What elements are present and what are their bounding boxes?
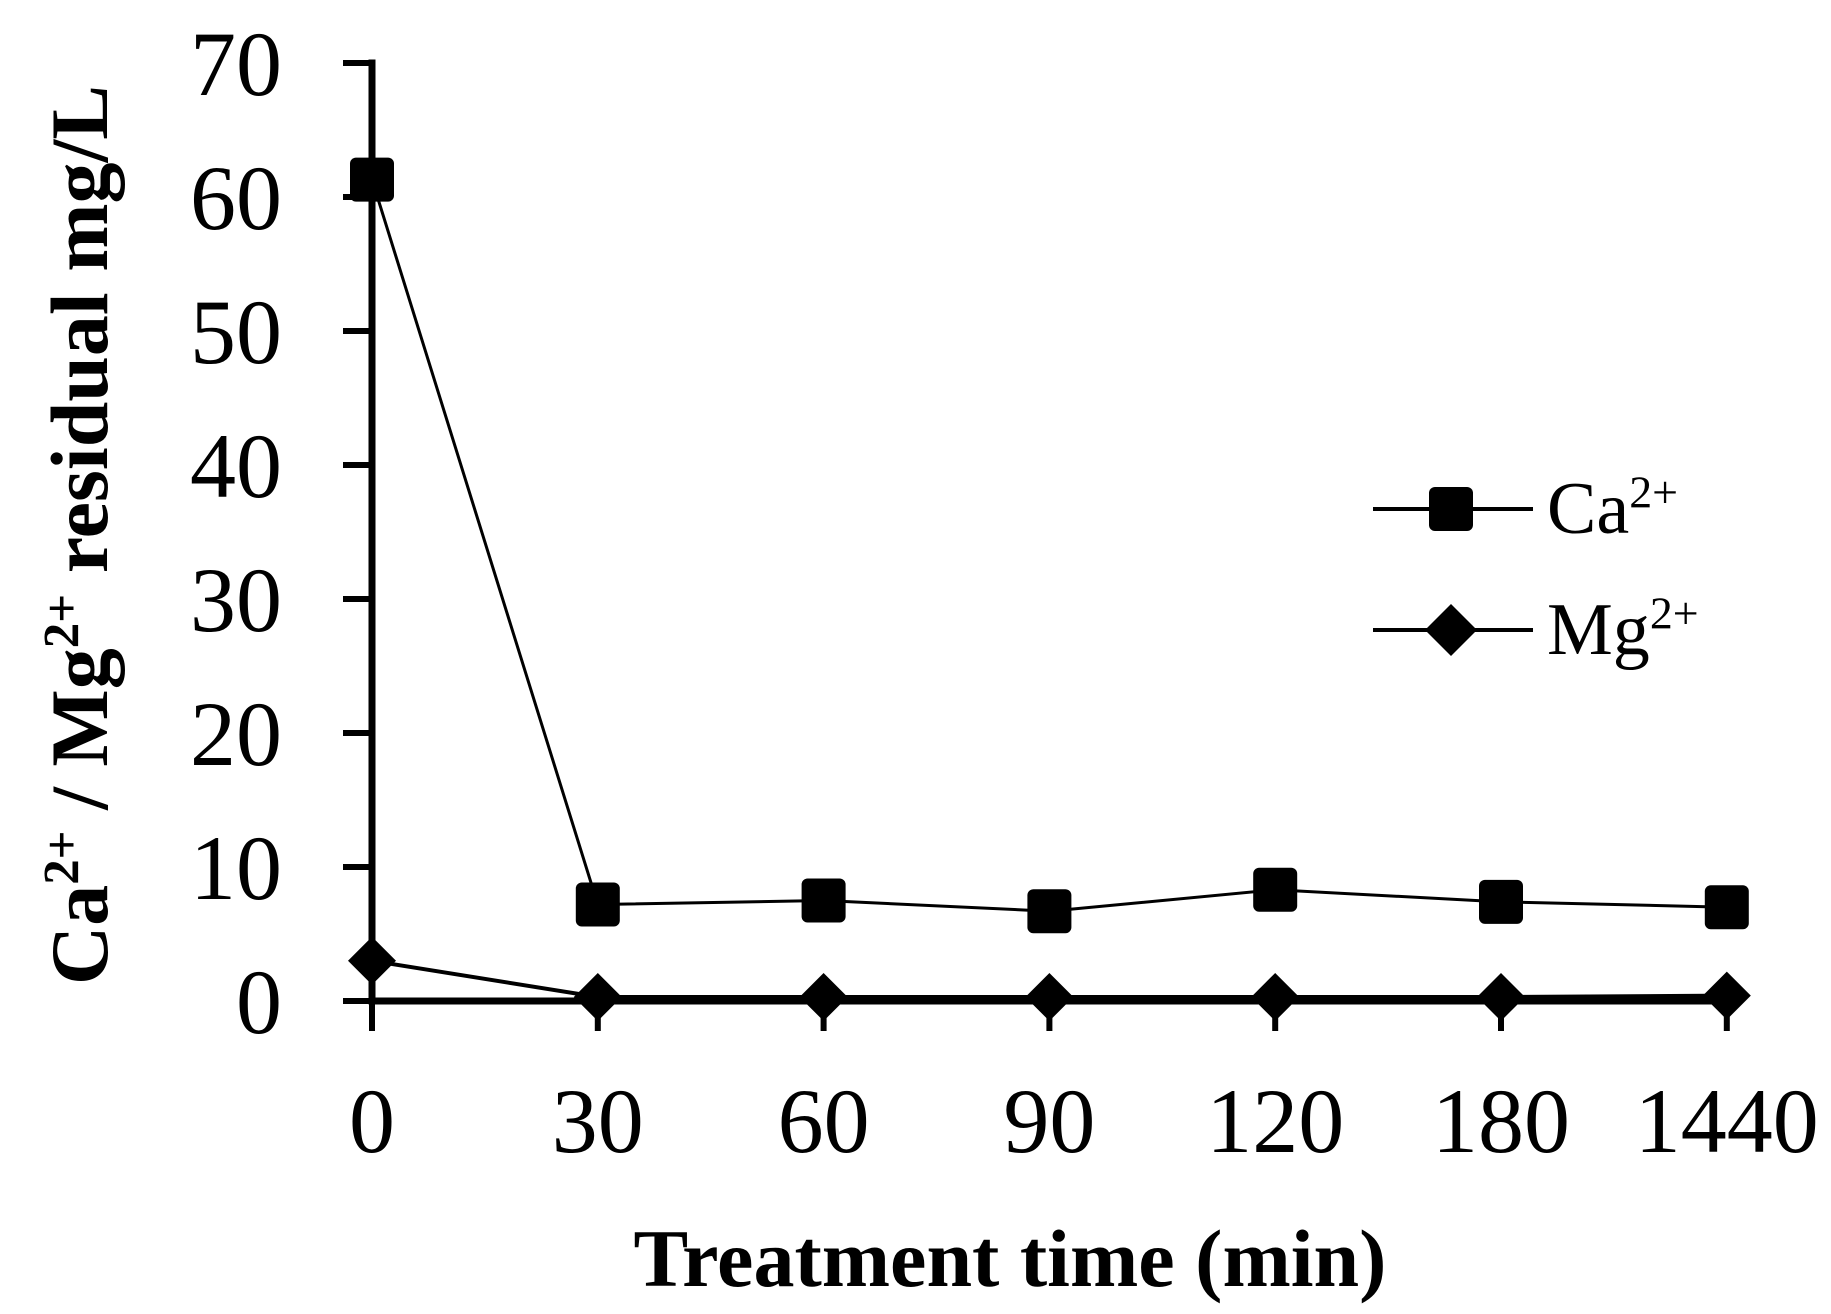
- marker-diamond: [1251, 972, 1300, 1021]
- y-axis-title-mid: / Mg: [34, 648, 125, 831]
- x-tick-label: 120: [1206, 1070, 1344, 1172]
- y-axis-title-text: Ca: [34, 884, 125, 985]
- y-tick-label: 10: [190, 817, 282, 919]
- y-tick-label: 50: [190, 281, 282, 383]
- y-tick-label: 70: [190, 13, 282, 115]
- y-axis-title-rest: residual mg/L: [34, 85, 125, 594]
- x-tick-label: 60: [778, 1070, 870, 1172]
- y-axis-title-sup1: 2+: [33, 830, 90, 885]
- marker-square: [1479, 879, 1523, 924]
- y-tick-label: 30: [190, 549, 282, 651]
- marker-diamond: [799, 972, 848, 1021]
- y-tick-label: 60: [190, 147, 282, 249]
- x-tick-label: 0: [349, 1070, 395, 1172]
- x-tick-label: 90: [1003, 1070, 1095, 1172]
- marker-square: [350, 157, 394, 202]
- series-ca-line: [370, 179, 1727, 913]
- y-tick-label: 20: [190, 683, 282, 785]
- x-tick-label: 180: [1432, 1070, 1570, 1172]
- x-tick-label: 30: [552, 1070, 644, 1172]
- marker-square: [1253, 867, 1298, 912]
- y-tick-label: 0: [236, 951, 282, 1053]
- x-axis-title: Treatment time (min): [633, 1213, 1387, 1304]
- x-tick-label: 1440: [1635, 1070, 1819, 1172]
- marker-diamond: [573, 972, 622, 1021]
- marker-square: [1027, 889, 1072, 934]
- marker-diamond: [1025, 972, 1074, 1021]
- y-axis-title-sup2: 2+: [33, 593, 90, 649]
- y-tick-label: 40: [190, 415, 282, 517]
- marker-square: [575, 882, 620, 927]
- marker-square: [1704, 885, 1749, 930]
- y-axis-title: Ca2+ / Mg2+ residual mg/L: [33, 85, 127, 985]
- marker-diamond: [1477, 972, 1525, 1021]
- marker-square: [801, 878, 846, 923]
- marker-diamond: [348, 936, 396, 985]
- marker-diamond: [1702, 971, 1751, 1020]
